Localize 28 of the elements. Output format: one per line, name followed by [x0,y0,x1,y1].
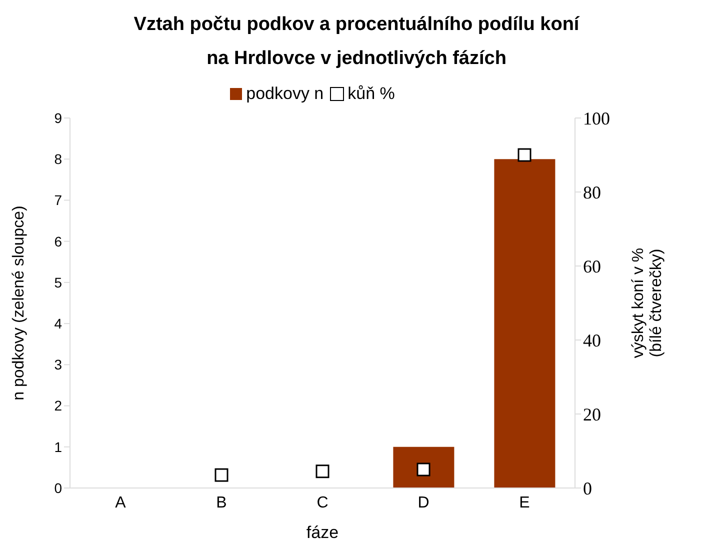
y2-tick-label: 40 [583,330,601,350]
x-tick-label: B [216,494,227,512]
y-tick-label: 0 [54,480,62,496]
point [416,462,430,476]
y2-tick-label: 100 [583,108,610,128]
x-axis-title: fáze [306,523,339,542]
y2-tick-label: 0 [583,478,592,498]
y-axis-title: n podkovy (zelené sloupce) [10,206,28,400]
y2-tick-label: 20 [583,404,601,424]
y-tick-label: 7 [54,192,62,208]
x-tick-label: E [519,494,530,512]
legend-label: kůň % [348,84,395,104]
legend-label: podkovy n [246,84,324,104]
x-tick-label: D [418,494,430,512]
y-tick-label: 1 [54,438,62,455]
y2-tick-label: 80 [583,182,601,202]
chart-title: Vztah počtu podkov a procentuálního podílu koní na Hrdlovce v jednotlivých fázích [132,13,581,71]
y-tick-label: 9 [54,110,62,126]
y-tick-label: 2 [54,398,62,414]
y-tick-label: 6 [54,233,62,250]
y-tick-label: 3 [54,356,62,373]
y-tick-label: 5 [54,274,62,290]
y2-tick-label: 60 [583,256,601,276]
x-tick-label: C [316,494,328,512]
x-tick-label: A [115,494,126,512]
y-tick-label: 8 [54,151,62,168]
y-tick-label: 4 [54,316,62,332]
y2-axis-title: výskyt koní v % (bílé čtverečky) [630,248,665,358]
